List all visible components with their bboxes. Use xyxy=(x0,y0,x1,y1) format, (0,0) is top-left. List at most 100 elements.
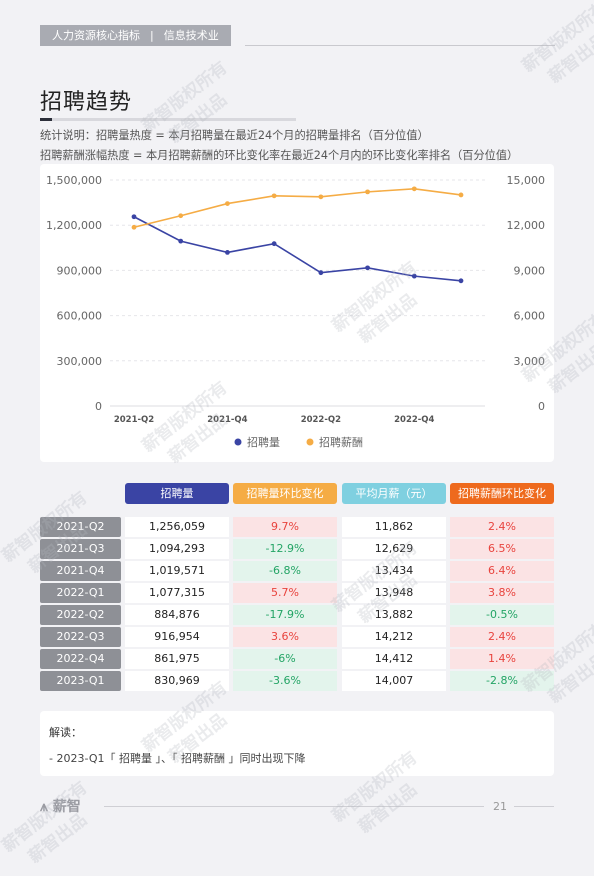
salary-cell: 11,862 xyxy=(342,517,446,537)
header-volume: 招聘量 xyxy=(125,483,229,504)
point-salary xyxy=(411,186,417,192)
x-tick-label: 2021-Q2 xyxy=(114,415,154,425)
salary-cell: 12,629 xyxy=(342,539,446,559)
chart-panel: 1,500,000 15,000 1,200,000 12,000 900,000 9,0… xyxy=(40,164,554,462)
period-cell: 2023-Q1 xyxy=(40,671,121,691)
salary-cell: 14,212 xyxy=(342,627,446,647)
y-right-tick-label: 15,000 xyxy=(507,174,546,187)
logo-icon: ⩚ xyxy=(40,799,48,815)
y-right-tick-label: 3,000 xyxy=(514,355,546,368)
interpretation-title: 解读： xyxy=(49,726,82,739)
logo-text: 薪智 xyxy=(52,799,81,815)
volume-cell: 1,077,315 xyxy=(125,583,229,603)
title-underline-dark xyxy=(40,118,52,121)
footer-rule-left xyxy=(104,806,484,807)
volume-change-cell: -17.9% xyxy=(233,605,337,625)
x-tick-label: 2022-Q2 xyxy=(301,415,341,425)
y-left-tick-label: 900,000 xyxy=(57,264,103,277)
volume-cell: 861,975 xyxy=(125,649,229,669)
watermark: 薪智版权所有 薪智出品 xyxy=(518,0,594,88)
volume-change-cell: 3.6% xyxy=(233,627,337,647)
point-volume xyxy=(365,265,370,271)
point-volume xyxy=(411,273,417,279)
page-number: 21 xyxy=(493,800,507,813)
series-line-volume xyxy=(133,216,462,282)
title-underline-light xyxy=(52,118,296,121)
legend-label-salary: 招聘薪酬 xyxy=(319,435,363,449)
y-left-tick-label: 0 xyxy=(95,400,102,413)
point-salary xyxy=(178,213,184,219)
line-chart: 1,500,000 15,000 1,200,000 12,000 900,000 9,0… xyxy=(46,174,546,449)
salary-cell: 14,412 xyxy=(342,649,446,669)
stat-note-salary: 招聘薪酬涨幅热度 = 本月招聘薪酬的环比变化率在最近24个月内的环比变化率排名（… xyxy=(40,149,519,162)
salary-cell: 13,882 xyxy=(342,605,446,625)
point-salary xyxy=(131,224,137,230)
table-row: 2022-Q1 1,077,315 5.7% 13,948 3.8% xyxy=(40,583,554,603)
y-right-tick-label: 0 xyxy=(538,400,545,413)
volume-change-cell: -6.8% xyxy=(233,561,337,581)
stat-note-volume: 统计说明：招聘量热度 = 本月招聘量在最近24个月的招聘量排名（百分位值） xyxy=(40,129,429,142)
industry-label: 信息技术业 xyxy=(163,29,219,42)
volume-change-cell: -3.6% xyxy=(233,671,337,691)
header-divider: | xyxy=(150,29,154,42)
period-cell: 2022-Q3 xyxy=(40,627,121,647)
legend-marker-volume xyxy=(234,438,242,446)
volume-cell: 1,256,059 xyxy=(125,517,229,537)
volume-change-cell: 5.7% xyxy=(233,583,337,603)
volume-change-cell: 9.7% xyxy=(233,517,337,537)
salary-cell: 13,434 xyxy=(342,561,446,581)
volume-cell: 1,019,571 xyxy=(125,561,229,581)
x-tick-label: 2022-Q4 xyxy=(394,415,434,425)
salary-change-cell: 2.4% xyxy=(450,627,554,647)
volume-change-cell: -6% xyxy=(233,649,337,669)
section-label: 人力资源核心指标 xyxy=(52,29,140,42)
brand-logo: ⩚ 薪智 xyxy=(40,796,81,816)
volume-change-cell: -12.9% xyxy=(233,539,337,559)
legend-marker-salary xyxy=(306,438,314,446)
point-volume xyxy=(458,278,464,284)
point-salary xyxy=(225,201,230,206)
period-cell: 2022-Q1 xyxy=(40,583,121,603)
series-line-salary xyxy=(133,188,462,229)
table-row: 2021-Q4 1,019,571 -6.8% 13,434 6.4% xyxy=(40,561,554,581)
header-rule xyxy=(245,45,555,46)
point-salary xyxy=(458,192,464,198)
point-salary xyxy=(365,189,370,195)
y-left-tick-label: 600,000 xyxy=(57,310,103,323)
period-cell: 2021-Q4 xyxy=(40,561,121,581)
salary-change-cell: 6.5% xyxy=(450,539,554,559)
header-salary-change: 招聘薪酬环比变化 xyxy=(450,483,554,504)
volume-cell: 884,876 xyxy=(125,605,229,625)
point-volume xyxy=(225,249,230,255)
point-volume xyxy=(318,270,324,276)
header-volume-change: 招聘量环比变化 xyxy=(233,483,337,504)
table-row: 2021-Q3 1,094,293 -12.9% 12,629 6.5% xyxy=(40,539,554,559)
salary-change-cell: -0.5% xyxy=(450,605,554,625)
point-volume xyxy=(178,238,184,244)
table-row: 2023-Q1 830,969 -3.6% 14,007 -2.8% xyxy=(40,671,554,691)
volume-cell: 916,954 xyxy=(125,627,229,647)
salary-change-cell: 6.4% xyxy=(450,561,554,581)
point-volume xyxy=(131,214,137,220)
salary-change-cell: -2.8% xyxy=(450,671,554,691)
table-row: 2021-Q2 1,256,059 9.7% 11,862 2.4% xyxy=(40,517,554,537)
data-table: 招聘量 招聘量环比变化 平均月薪（元） 招聘薪酬环比变化 2021-Q2 1,256,05… xyxy=(40,483,554,693)
salary-cell: 14,007 xyxy=(342,671,446,691)
y-right-tick-label: 6,000 xyxy=(514,310,546,323)
volume-cell: 830,969 xyxy=(125,671,229,691)
header-salary: 平均月薪（元） xyxy=(342,483,446,504)
period-cell: 2021-Q3 xyxy=(40,539,121,559)
table-row: 2022-Q3 916,954 3.6% 14,212 2.4% xyxy=(40,627,554,647)
x-tick-label: 2021-Q4 xyxy=(207,415,247,425)
y-right-tick-label: 9,000 xyxy=(514,264,546,277)
salary-cell: 13,948 xyxy=(342,583,446,603)
legend-label-volume: 招聘量 xyxy=(247,435,280,449)
y-right-tick-label: 12,000 xyxy=(507,219,546,232)
table-row: 2022-Q2 884,876 -17.9% 13,882 -0.5% xyxy=(40,605,554,625)
volume-cell: 1,094,293 xyxy=(125,539,229,559)
point-salary xyxy=(318,194,324,200)
salary-change-cell: 3.8% xyxy=(450,583,554,603)
y-left-tick-label: 1,500,000 xyxy=(46,174,102,187)
page-title: 招聘趋势 xyxy=(40,90,133,115)
interpretation-item: - 2023-Q1「 招聘量 」、「 招聘薪酬 」同时出现下降 xyxy=(49,752,306,765)
